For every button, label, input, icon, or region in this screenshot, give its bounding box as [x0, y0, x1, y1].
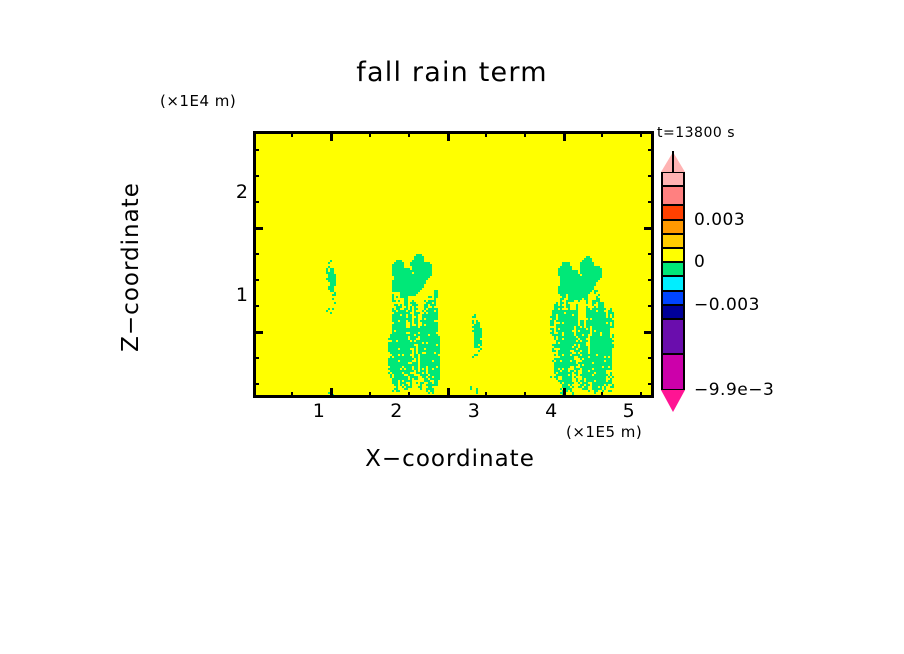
z-tick-right-minor — [648, 201, 654, 203]
y-axis-title: Z−coordinate — [118, 182, 144, 352]
z-tick-right-minor — [648, 357, 654, 359]
z-tick-right-major — [644, 331, 654, 334]
z-tick-major — [253, 227, 263, 230]
colorbar-band — [661, 186, 685, 206]
x-tick-top-major — [330, 131, 333, 141]
x-tick-top-major — [447, 131, 450, 141]
x-tick-label: 3 — [467, 400, 480, 422]
z-tick-minor — [253, 357, 259, 359]
x-tick-minor — [640, 392, 642, 398]
x-tick-top-minor — [485, 131, 487, 137]
x-tick-top-minor — [640, 131, 642, 137]
x-tick-minor — [524, 392, 526, 398]
x-tick-major — [447, 388, 450, 398]
contour-region-negative — [326, 254, 614, 395]
colorbar-band — [661, 304, 685, 319]
colorbar-band — [661, 219, 685, 234]
z-tick-minor — [253, 279, 259, 281]
x-tick-minor — [369, 392, 371, 398]
z-tick-minor — [253, 383, 259, 385]
z-tick-right-minor — [648, 305, 654, 307]
x-tick-label: 5 — [622, 400, 635, 422]
y-tick-label: 2 — [235, 181, 248, 204]
contour-field — [256, 134, 651, 395]
z-tick-minor — [253, 305, 259, 307]
colorbar-band — [661, 276, 685, 291]
x-tick-minor — [601, 392, 603, 398]
x-tick-top-minor — [369, 131, 371, 137]
z-tick-right-minor — [648, 383, 654, 385]
colorbar-tick-label: 0 — [694, 252, 706, 273]
colorbar-band — [661, 172, 685, 187]
plot-area — [253, 131, 654, 398]
timestamp-annotation: t=13800 s — [657, 125, 735, 141]
x-tick-top-minor — [524, 131, 526, 137]
x-tick-label: 4 — [545, 400, 558, 422]
x-tick-label: 2 — [390, 400, 403, 422]
colorbar-bottom-arrow — [661, 390, 685, 412]
colorbar-band — [661, 318, 685, 355]
y-tick-label: 1 — [235, 283, 248, 306]
x-tick-top-minor — [601, 131, 603, 137]
colorbar-tick-label: −0.003 — [694, 294, 760, 315]
z-tick-minor — [253, 175, 259, 177]
x-tick-minor — [408, 392, 410, 398]
z-tick-minor — [253, 149, 259, 151]
z-tick-right-minor — [648, 149, 654, 151]
colorbar-band — [661, 262, 685, 277]
z-tick-right-minor — [648, 279, 654, 281]
x-tick-top-minor — [291, 131, 293, 137]
contour-fill-svg — [256, 134, 651, 395]
colorbar-tick-label: 0.003 — [694, 209, 746, 230]
colorbar-tick-label: −9.9e−3 — [694, 380, 775, 400]
colorbar-band — [661, 354, 685, 390]
z-tick-major — [253, 331, 263, 334]
z-tick-right-minor — [648, 253, 654, 255]
x-tick-top-major — [563, 131, 566, 141]
z-tick-right-major — [644, 227, 654, 230]
x-tick-top-minor — [408, 131, 410, 137]
x-tick-minor — [485, 392, 487, 398]
z-tick-minor — [253, 201, 259, 203]
colorbar-top-arrow-spine — [672, 151, 674, 172]
x-tick-label: 1 — [312, 400, 325, 422]
colorbar-band — [661, 290, 685, 305]
colorbar-band — [661, 247, 685, 263]
z-tick-minor — [253, 253, 259, 255]
y-axis-unit-label: (×1E4 m) — [160, 92, 237, 110]
x-tick-minor — [291, 392, 293, 398]
x-axis-unit-label: (×1E5 m) — [566, 423, 643, 441]
colorbar-band — [661, 205, 685, 220]
z-tick-right-minor — [648, 175, 654, 177]
x-axis-title: X−coordinate — [365, 446, 535, 472]
x-tick-major — [330, 388, 333, 398]
colorbar-band — [661, 233, 685, 248]
x-tick-major — [563, 388, 566, 398]
colorbar[interactable] — [661, 151, 685, 412]
page-title: fall rain term — [356, 57, 548, 88]
